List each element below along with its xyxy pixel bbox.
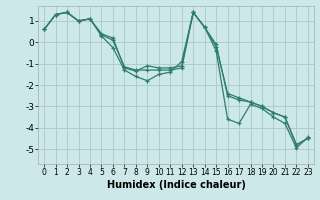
X-axis label: Humidex (Indice chaleur): Humidex (Indice chaleur): [107, 180, 245, 190]
